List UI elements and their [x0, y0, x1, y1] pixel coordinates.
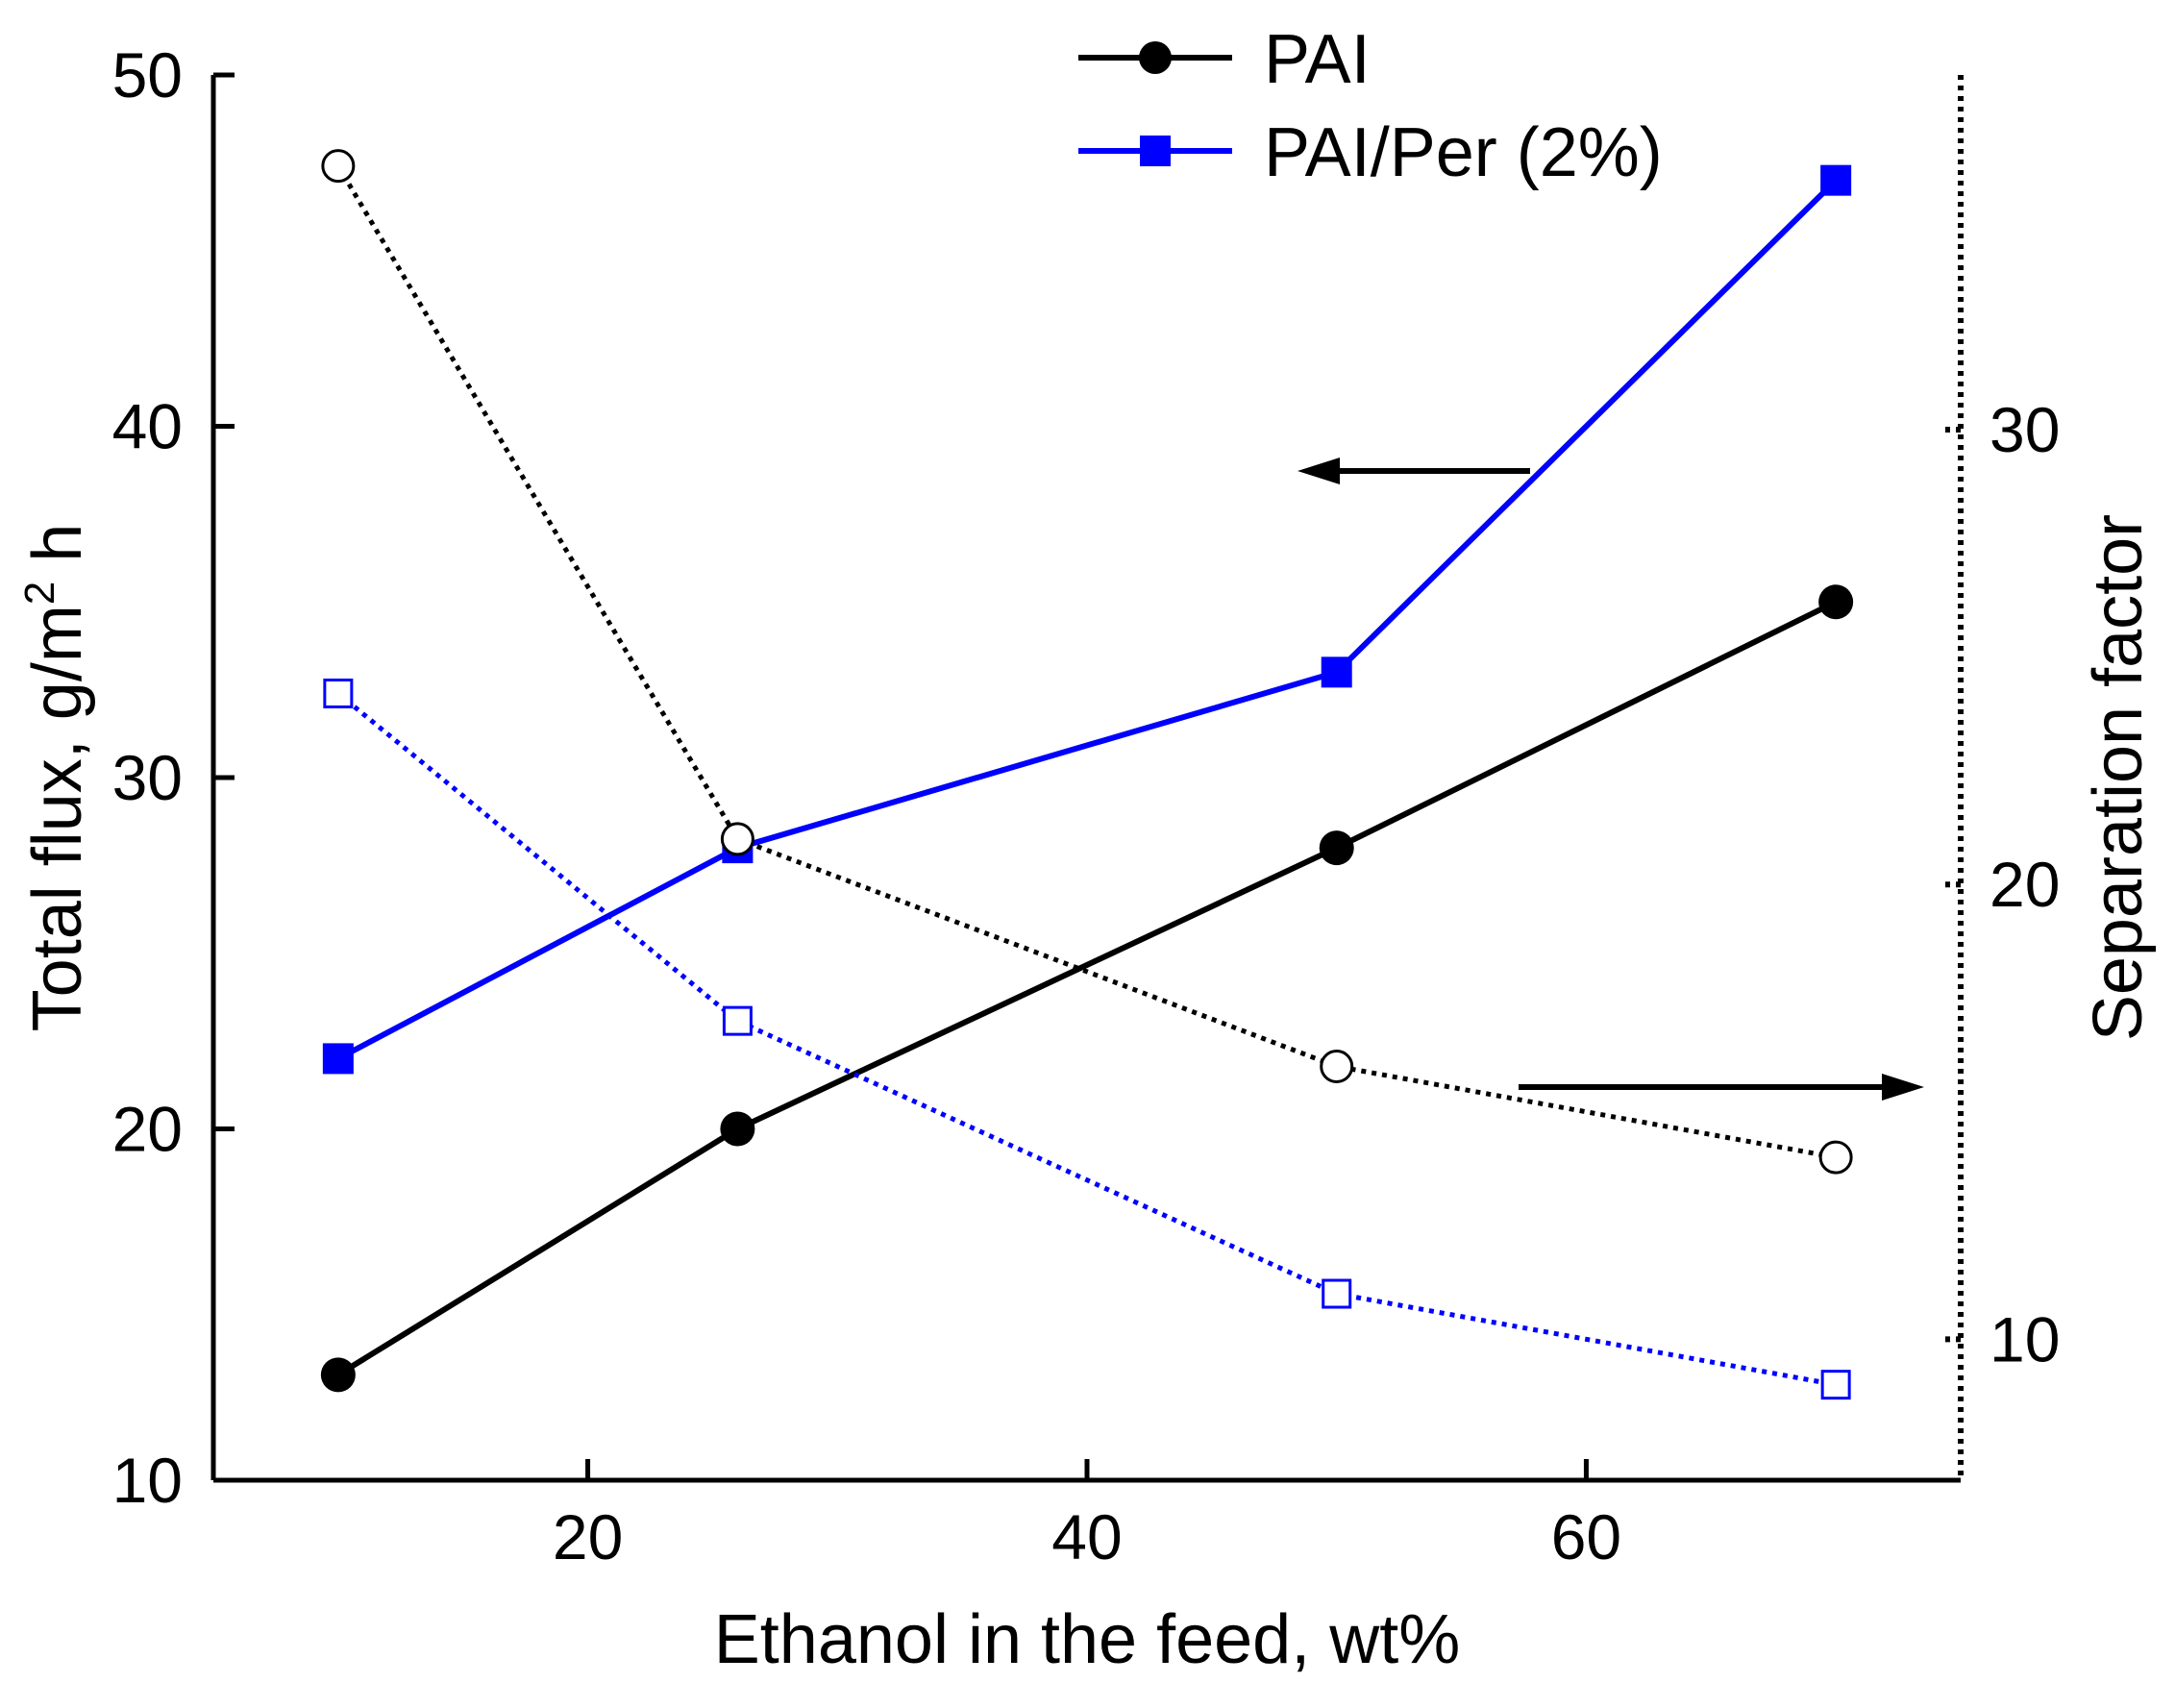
left-y-axis-title-tail: h — [19, 524, 96, 582]
left-y-axis-title-sup: 2 — [16, 582, 63, 605]
data-point-pai-left — [1319, 830, 1354, 866]
data-point-pai-right — [720, 822, 754, 856]
arrow-head-right — [1882, 1074, 1924, 1101]
series — [320, 149, 1854, 1400]
data-point-pai-left — [320, 1357, 356, 1393]
x-tick-label: 60 — [1551, 1501, 1621, 1572]
data-point-pai-right — [321, 149, 356, 184]
legend-item-pai-per: PAI/Per (2%) — [1078, 114, 1663, 191]
series-line-pai-per-2-right — [336, 691, 1837, 1388]
series-line-pai-per-2-left — [336, 178, 1839, 1062]
data-point-pai-per-2-left — [1321, 656, 1352, 688]
data-point-pai-left — [720, 1111, 755, 1147]
data-point-pai-per-2-right — [1322, 1278, 1352, 1309]
left-y-tick-label: 10 — [112, 1445, 183, 1516]
annotations — [1298, 458, 1924, 1101]
data-point-pai-per-2-right — [722, 1005, 753, 1036]
left-y-tick-label: 50 — [112, 39, 183, 111]
legend-item-pai: PAI — [1078, 21, 1371, 98]
right-y-tick-label: 10 — [1990, 1303, 2060, 1374]
series-line-pai-left — [336, 599, 1838, 1377]
legend-label-pai: PAI — [1264, 21, 1371, 98]
right-y-axis-title: Separation factor — [2080, 514, 2157, 1041]
left-y-tick-label: 40 — [112, 391, 183, 462]
series-line-pai-right — [335, 164, 1837, 1160]
data-point-pai-per-2-left — [322, 1043, 354, 1075]
axes — [210, 75, 1964, 1483]
x-axis-title: Ethanol in the feed, wt% — [714, 1601, 1461, 1678]
left-y-axis-title: Total flux, g/m2 h — [16, 524, 96, 1032]
ticks: 20 40 60 10 20 30 40 50 10 20 30 — [112, 39, 2061, 1572]
data-point-pai-right — [1818, 1140, 1853, 1175]
legend: PAI PAI/Per (2%) — [1078, 21, 1663, 191]
data-point-pai-per-2-left — [1820, 164, 1852, 196]
data-point-pai-right — [1320, 1049, 1354, 1083]
right-y-tick-label: 20 — [1990, 849, 2060, 920]
data-point-pai-left — [1818, 584, 1854, 620]
left-y-tick-label: 30 — [112, 742, 183, 813]
legend-label-pai-per: PAI/Per (2%) — [1264, 114, 1663, 191]
arrow-head-left — [1298, 458, 1340, 484]
x-tick-label: 20 — [553, 1501, 623, 1572]
legend-marker-pai-per — [1140, 136, 1171, 166]
x-tick-label: 40 — [1051, 1501, 1122, 1572]
data-point-pai-per-2-right — [1820, 1370, 1851, 1400]
legend-marker-pai — [1139, 41, 1172, 74]
right-y-tick-label: 30 — [1990, 394, 2060, 465]
left-y-tick-label: 20 — [112, 1094, 183, 1165]
data-point-pai-per-2-right — [323, 678, 354, 708]
left-y-axis-title-main: Total flux, g/m — [19, 605, 96, 1031]
